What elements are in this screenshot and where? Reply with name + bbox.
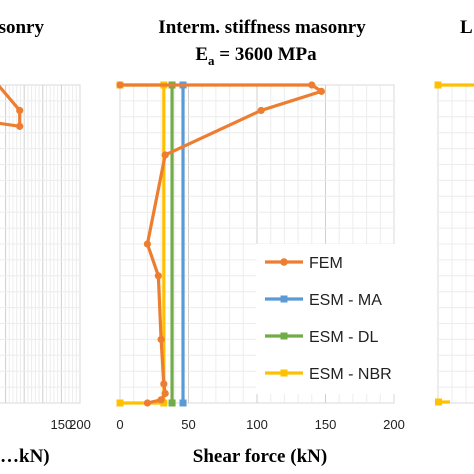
middle-fem-data-point — [143, 240, 151, 248]
legend-box — [256, 244, 414, 394]
middle-fem-data-point — [317, 87, 325, 95]
middle-esm-dl-data-point — [168, 399, 176, 407]
legend-swatch-marker — [280, 295, 288, 303]
legend-entry-label: ESM - MA — [309, 292, 382, 309]
subtitle-symbol: E — [195, 44, 208, 65]
middle-x-tick-label: 100 — [246, 417, 268, 432]
middle-fem-data-point — [308, 81, 316, 89]
left-chart-x-axis-label: …kN) — [0, 446, 50, 467]
middle-fem-data-point — [154, 272, 162, 280]
right-chart-title: L… — [460, 17, 474, 38]
left-fem-data-point — [16, 122, 24, 130]
middle-x-tick-label: 50 — [181, 417, 195, 432]
middle-fem-data-point — [161, 151, 169, 159]
legend-swatch-marker — [280, 258, 288, 266]
legend-entry-label: ESM - DL — [309, 329, 378, 346]
subtitle-rest: = 3600 MPa — [215, 44, 318, 65]
left-chart-title: …sonry — [0, 17, 44, 38]
middle-fem-data-point — [257, 106, 265, 115]
legend-entry-label: ESM - NBR — [309, 366, 392, 383]
middle-fem-data-point — [157, 335, 165, 343]
right-esm-nbr-data-point — [434, 81, 442, 89]
middle-chart-subtitle: Ea = 3600 MPa — [195, 44, 317, 68]
middle-chart-x-axis-label: Shear force (kN) — [193, 446, 327, 467]
middle-x-tick-label: 0 — [116, 417, 123, 432]
middle-fem-data-point — [143, 399, 151, 407]
left-fem-series-line — [0, 84, 22, 128]
middle-esm-nbr-data-point — [116, 399, 124, 407]
middle-chart-title: Interm. stiffness masonry — [158, 17, 366, 38]
middle-esm-ma-data-point — [179, 399, 187, 407]
legend-entry-label: FEM — [309, 255, 343, 272]
left-x-tick-label: 150 — [51, 417, 73, 432]
middle-x-tick-label: 150 — [315, 417, 337, 432]
legend: FEM ESM - MA ESM - DL ESM - NBR — [256, 244, 414, 394]
middle-fem-data-point — [161, 389, 169, 398]
middle-x-tick-label: 200 — [383, 417, 405, 432]
middle-fem-data-point — [157, 396, 165, 404]
left-x-tick-label: 200 — [69, 417, 91, 432]
left-fem-data-point — [16, 106, 24, 115]
legend-swatch-marker — [280, 332, 288, 340]
middle-fem-data-point — [160, 380, 168, 388]
subtitle-subscript: a — [208, 53, 215, 68]
right-chart-panel — [434, 81, 474, 406]
middle-fem-data-point — [116, 81, 124, 89]
right-esm-nbr-data-point — [435, 398, 442, 406]
legend-swatch-marker — [280, 369, 288, 377]
middle-esm-nbr-data-point — [160, 399, 168, 407]
